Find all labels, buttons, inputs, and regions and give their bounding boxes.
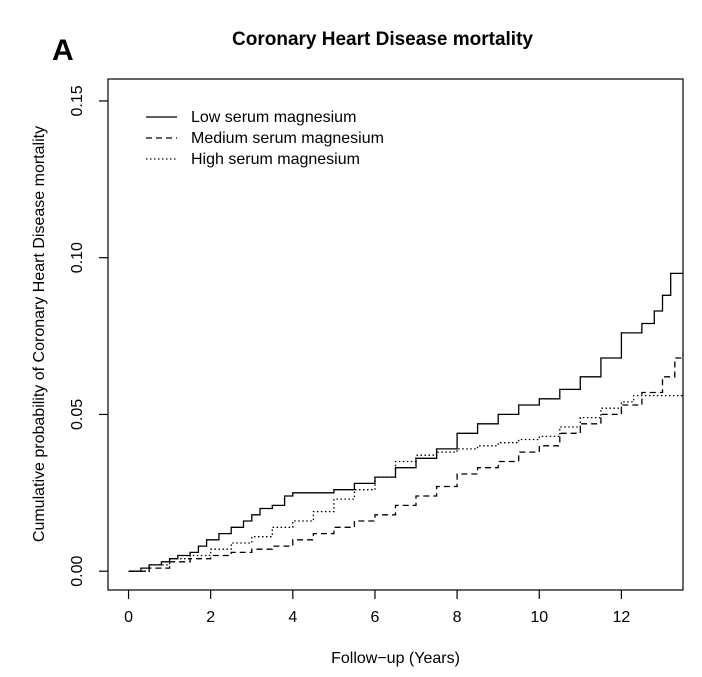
x-tick-label: 8: [453, 609, 462, 626]
legend-label: Low serum magnesium: [191, 109, 356, 126]
y-axis-ticks: 0.00 0.05 0.10 0.15: [69, 85, 108, 587]
y-tick-label: 0.15: [69, 85, 86, 116]
series-line-dashed: [128, 354, 684, 572]
x-tick-label: 10: [530, 609, 548, 626]
x-tick-label: 4: [288, 609, 297, 626]
x-tick-label: 6: [371, 609, 380, 626]
y-tick-label: 0.00: [69, 556, 86, 587]
x-axis-ticks: 0 2 4 6 8 10 12: [124, 589, 630, 626]
x-tick-label: 0: [124, 609, 133, 626]
y-tick-label: 0.10: [69, 242, 86, 273]
series-line-dotted: [128, 394, 683, 572]
x-tick-label: 2: [206, 609, 215, 626]
series-lines: [128, 272, 684, 572]
y-tick-label: 0.05: [69, 399, 86, 430]
legend-label: Medium serum magnesium: [191, 130, 384, 147]
chart-title: Coronary Heart Disease mortality: [232, 29, 533, 50]
legend: Low serum magnesium Medium serum magnesiu…: [146, 109, 384, 168]
panel-letter: A: [52, 34, 74, 67]
series-line-solid: [128, 272, 683, 572]
legend-label: High serum magnesium: [191, 151, 360, 168]
x-axis-label: Follow−up (Years): [331, 650, 460, 667]
x-tick-label: 12: [612, 609, 630, 626]
